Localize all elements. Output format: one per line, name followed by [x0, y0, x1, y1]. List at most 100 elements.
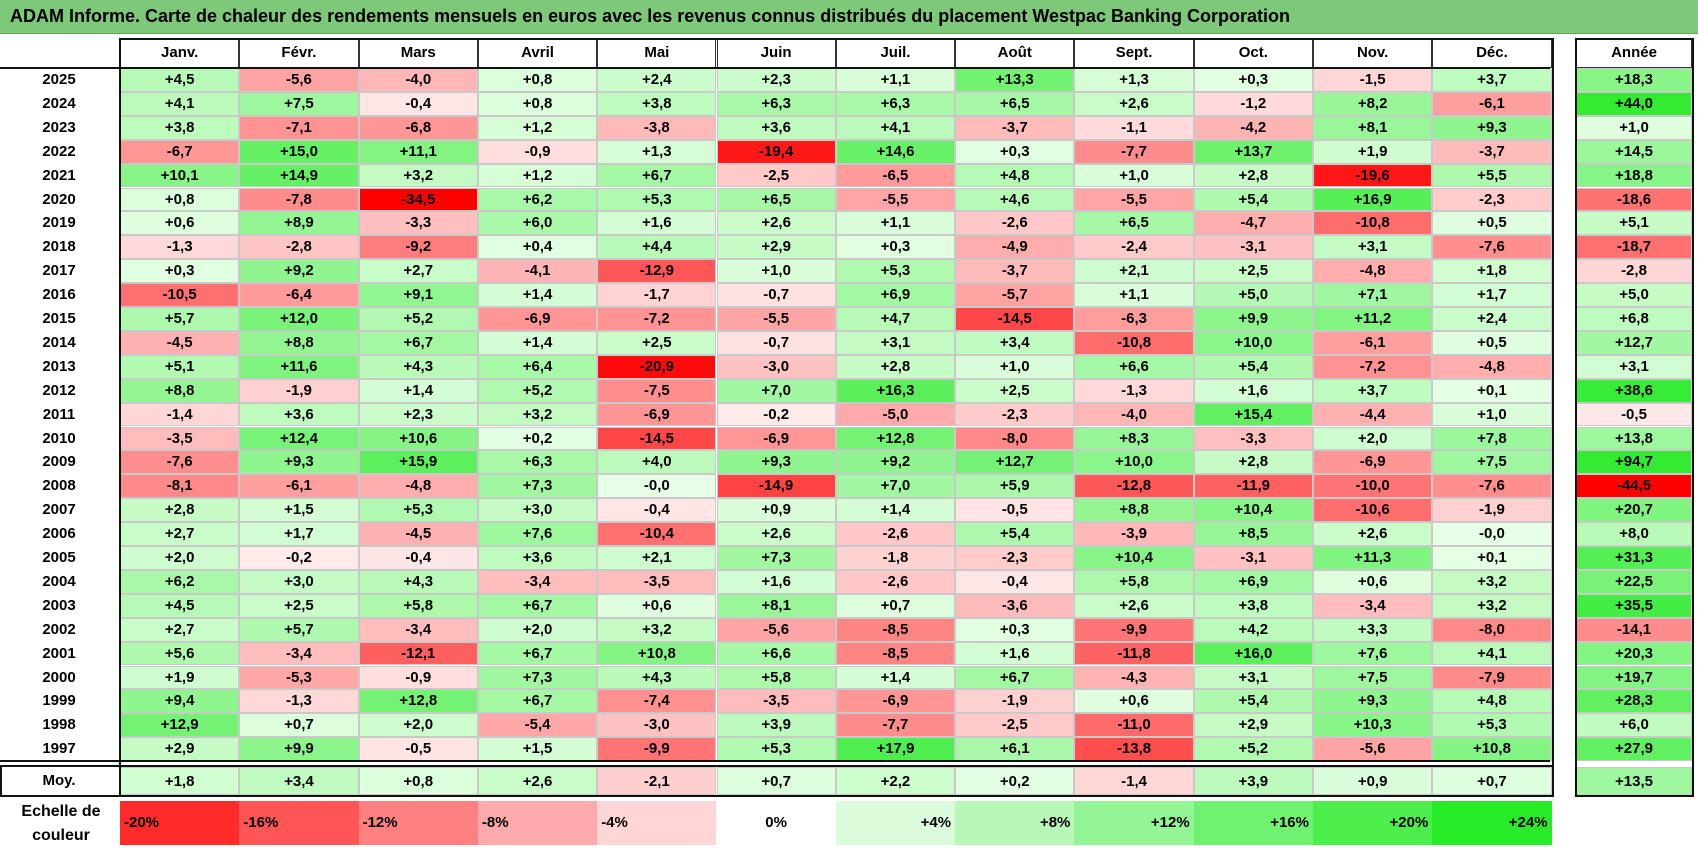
heatmap-cell: +2,5 [597, 330, 717, 355]
heatmap-cell: +11,3 [1313, 546, 1433, 570]
heatmap-cell: -3,0 [716, 354, 836, 379]
heatmap-cell: +2,0 [477, 617, 598, 642]
heatmap-cell: +5,3 [597, 187, 717, 212]
heatmap-cell: +5,2 [477, 378, 598, 403]
heatmap-cell: +5,6 [120, 641, 240, 666]
heatmap-cell: +1,4 [477, 283, 598, 307]
heatmap-cell: +12,7 [955, 450, 1075, 475]
heatmap-cell: +3,6 [477, 546, 598, 570]
heatmap-cell: +4,3 [358, 569, 478, 594]
annual-cell: +18,3 [1576, 68, 1692, 92]
heatmap-cell: +0,4 [477, 235, 598, 260]
heatmap-cell: -0,4 [358, 546, 478, 570]
heatmap-cell: +1,3 [597, 139, 717, 164]
heatmap-cell: -4,8 [358, 474, 478, 499]
annual-cell: +94,7 [1576, 450, 1692, 475]
heatmap-cell: +3,0 [477, 498, 598, 523]
heatmap-cell: +0,6 [1074, 689, 1194, 714]
annual-cell: +22,5 [1576, 569, 1692, 594]
heatmap-cell: +6,7 [477, 593, 598, 618]
color-scale-swatch: -20% [120, 801, 240, 845]
heatmap-cell: -6,8 [358, 115, 478, 140]
heatmap-cell: -2,5 [716, 163, 836, 188]
heatmap-cell: -7,6 [120, 450, 240, 475]
year-label: 2011 [42, 405, 76, 423]
heatmap-cell: +17,9 [835, 737, 956, 762]
average-cell: +0,9 [1313, 767, 1433, 796]
annual-cell: +12,7 [1576, 330, 1692, 355]
heatmap-cell: -5,6 [716, 617, 836, 642]
heatmap-cell: +5,8 [1074, 569, 1194, 594]
heatmap-cell: -7,1 [239, 115, 359, 140]
annual-cell: -44,5 [1576, 474, 1692, 499]
annual-cell: +13,8 [1576, 426, 1692, 451]
heatmap-cell: -6,9 [477, 307, 598, 331]
month-header: Sept. [1074, 38, 1194, 68]
heatmap-cell: +2,7 [120, 617, 240, 642]
heatmap-cell: -0,4 [358, 91, 478, 116]
annual-cell: +20,7 [1576, 498, 1692, 523]
heatmap-cell: +9,9 [239, 737, 359, 762]
heatmap-cell: -8,1 [120, 474, 240, 499]
color-scale-swatch: -12% [358, 801, 478, 845]
heatmap-cell: +5,0 [1193, 283, 1313, 307]
year-label: 2004 [42, 572, 76, 590]
heatmap-cell: +2,8 [835, 354, 956, 379]
heatmap-cell: +9,1 [358, 283, 478, 307]
heatmap-cell: +15,0 [239, 139, 359, 164]
heatmap-cell: +3,1 [835, 330, 956, 355]
heatmap-cell: +5,4 [955, 522, 1075, 546]
heatmap-cell: -6,7 [120, 139, 240, 164]
color-scale-swatch: +20% [1313, 801, 1433, 845]
heatmap-cell: +10,3 [1313, 713, 1433, 738]
heatmap-cell: +1,5 [239, 498, 359, 523]
heatmap-cell: -10,8 [1313, 211, 1433, 236]
heatmap-cell: -1,8 [835, 546, 956, 570]
heatmap-cell: -1,7 [597, 283, 717, 307]
heatmap-cell: -5,5 [1074, 187, 1194, 212]
heatmap-cell: +2,6 [716, 522, 836, 546]
heatmap-cell: +4,3 [597, 665, 717, 690]
heatmap-cell: -9,9 [1074, 617, 1194, 642]
report-title: ADAM Informe. Carte de chaleur des rende… [10, 6, 1291, 26]
heatmap-cell: +5,9 [955, 474, 1075, 499]
heatmap-cell: +0,6 [120, 211, 240, 236]
heatmap-cell: +4,1 [835, 115, 956, 140]
heatmap-cell: -2,3 [955, 402, 1075, 427]
heatmap-cell: +5,3 [358, 498, 478, 523]
heatmap-cell: -4,9 [955, 235, 1075, 260]
heatmap-cell: +1,6 [597, 211, 717, 236]
heatmap-cell: +1,0 [1074, 163, 1194, 188]
heatmap-cell: -5,3 [239, 665, 359, 690]
year-label: 2023 [42, 118, 76, 136]
annual-cell: -18,7 [1576, 235, 1692, 260]
heatmap-cell: -3,7 [1432, 139, 1552, 164]
heatmap-cell: +8,9 [239, 211, 359, 236]
heatmap-cell: +7,3 [477, 665, 598, 690]
heatmap-cell: +5,2 [358, 307, 478, 331]
heatmap-cell: -8,5 [835, 617, 956, 642]
heatmap-cell: -5,4 [477, 713, 598, 738]
heatmap-cell: +3,2 [597, 617, 717, 642]
heatmap-cell: +1,4 [835, 665, 956, 690]
year-label: 2010 [42, 429, 76, 447]
heatmap-cell: -19,6 [1313, 163, 1433, 188]
heatmap-cell: -2,3 [1432, 187, 1552, 212]
heatmap-cell: +0,6 [597, 593, 717, 618]
year-label: 2025 [42, 71, 76, 88]
annual-cell: +38,6 [1576, 378, 1692, 403]
heatmap-cell: +2,9 [1193, 713, 1313, 738]
heatmap-cell: +0,3 [1193, 68, 1313, 92]
heatmap-cell: +2,8 [1193, 163, 1313, 188]
month-header: Déc. [1432, 38, 1552, 68]
heatmap-cell: +4,8 [1432, 689, 1552, 714]
heatmap-cell: +0,8 [477, 91, 598, 116]
heatmap-cell: +6,9 [835, 283, 956, 307]
year-label: 2018 [42, 238, 76, 256]
heatmap-cell: +6,7 [477, 641, 598, 666]
heatmap-cell: -9,2 [358, 235, 478, 260]
year-label: 2003 [42, 596, 76, 614]
heatmap-cell: -4,2 [1193, 115, 1313, 140]
heatmap-cell: +12,9 [120, 713, 240, 738]
heatmap-cell: -0,5 [358, 737, 478, 762]
